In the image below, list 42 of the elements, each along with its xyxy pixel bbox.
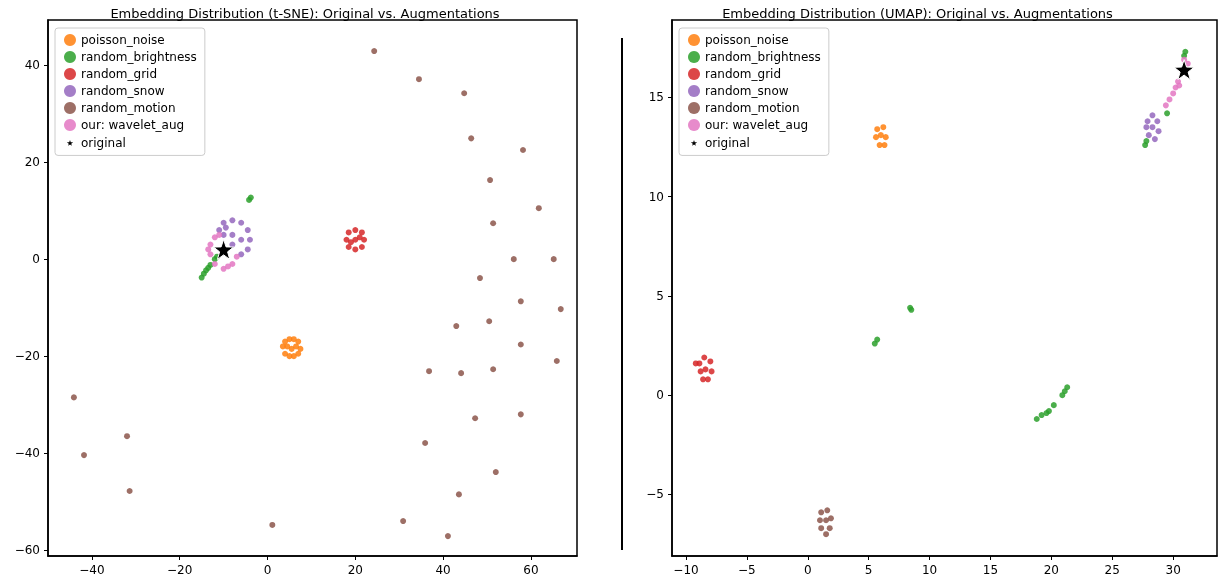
y-tick-label: 0 (32, 252, 40, 267)
legend-label: random_motion (81, 101, 176, 115)
y-tick-label: 0 (656, 388, 664, 403)
x-tick-label: −5 (738, 563, 756, 577)
x-tick-label: 20 (347, 563, 363, 577)
x-tick-label: −20 (167, 563, 193, 577)
legend-label: random_brightness (81, 50, 197, 64)
y-tick-label: 40 (24, 58, 40, 73)
x-tick-label: 15 (982, 563, 999, 577)
legend-label: poisson_noise (705, 33, 789, 47)
legend-label: original (81, 135, 126, 150)
x-tick-label: −10 (673, 563, 699, 577)
y-tick-label: −5 (646, 487, 664, 502)
legend-label: poisson_noise (81, 33, 165, 47)
x-tick-label: 20 (1043, 563, 1060, 577)
legend-label: our: wavelet_aug (81, 118, 185, 132)
x-tick-label: 25 (1104, 563, 1120, 577)
x-tick-label: 30 (1165, 563, 1181, 577)
x-tick-label: 0 (803, 563, 812, 577)
y-tick-label: −40 (14, 446, 40, 461)
legend-label: random_snow (81, 84, 165, 98)
chart-title: Embedding Distribution (UMAP): Original vs. Augmentations (722, 6, 1114, 21)
legend-label: random_grid (81, 67, 158, 81)
chart-title: Embedding Distribution (t-SNE): Original vs. Augmentations (110, 6, 500, 21)
x-tick-label: −40 (79, 563, 105, 577)
legend-label: random_brightness (705, 50, 821, 64)
legend-label: original (705, 135, 750, 150)
legend-label: random_motion (705, 101, 800, 115)
legend-label: random_grid (705, 67, 782, 81)
legend-label: our: wavelet_aug (705, 118, 809, 132)
x-tick-label: 10 (921, 563, 938, 577)
x-tick-label: 40 (435, 563, 451, 577)
y-tick-label: −60 (14, 543, 40, 558)
y-tick-label: 15 (648, 90, 664, 105)
y-tick-label: −20 (14, 349, 40, 364)
x-tick-label: 0 (263, 563, 272, 577)
x-tick-label: 60 (523, 563, 539, 577)
y-tick-label: 20 (24, 155, 40, 170)
y-tick-label: 5 (656, 288, 664, 303)
legend-label: random_snow (705, 84, 789, 98)
y-tick-label: 10 (648, 189, 664, 204)
x-tick-label: 5 (864, 563, 873, 577)
